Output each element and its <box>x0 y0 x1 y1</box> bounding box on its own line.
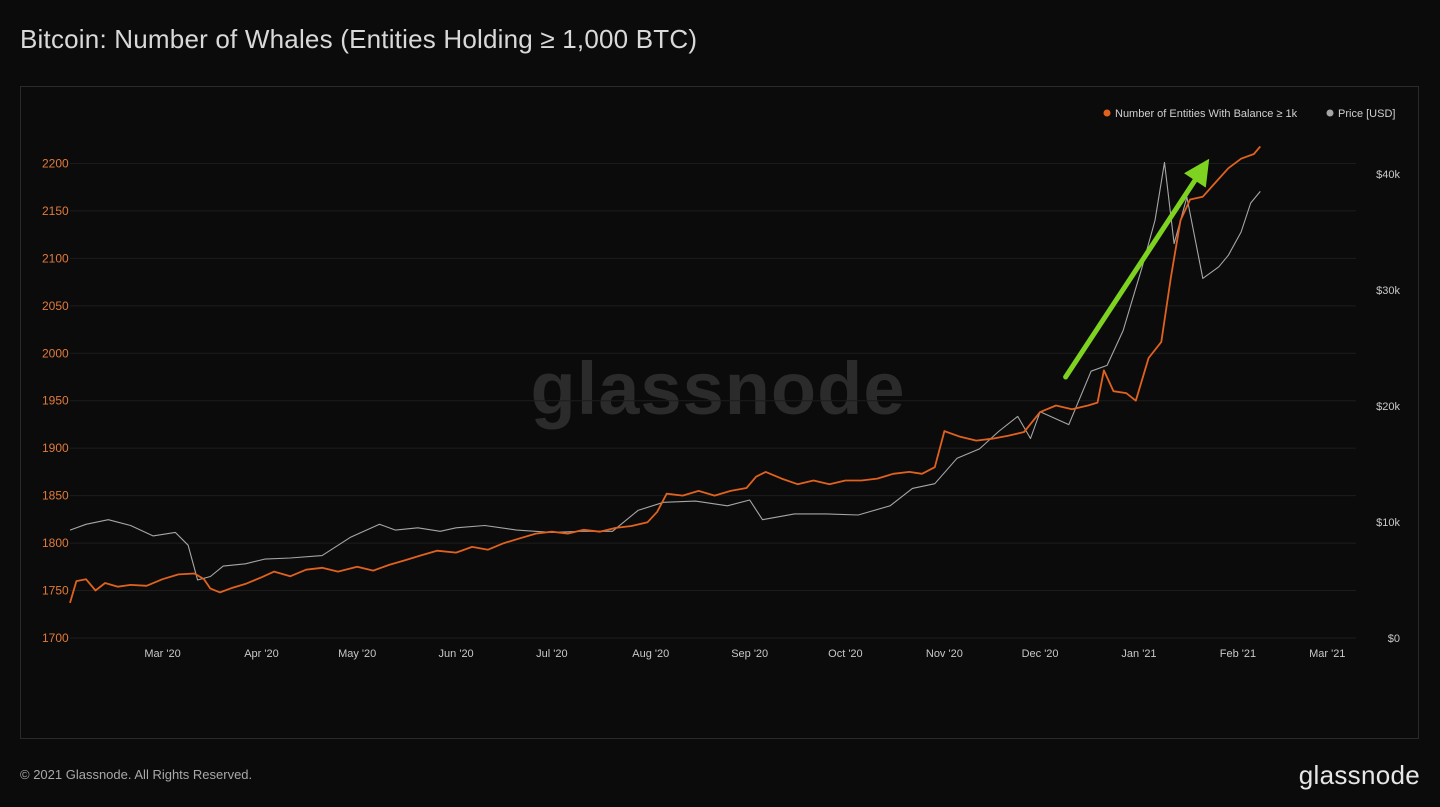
left-tick-label: 1800 <box>42 536 69 550</box>
right-tick-label: $20k <box>1376 401 1400 413</box>
left-tick-label: 2150 <box>42 204 69 218</box>
whales-series-layer <box>69 145 1261 604</box>
chart-frame <box>20 86 1419 739</box>
price-line <box>69 161 1261 581</box>
x-tick-label: Oct '20 <box>828 648 863 660</box>
left-tick-label: 1700 <box>42 631 69 645</box>
right-tick-label: $30k <box>1376 285 1400 297</box>
x-tick-label: Aug '20 <box>632 648 669 660</box>
legend: Number of Entities With Balance ≥ 1k Pri… <box>1103 108 1395 120</box>
x-tick-label: Mar '20 <box>144 648 180 660</box>
trend-arrow-head <box>1184 158 1210 188</box>
x-tick-label: Jun '20 <box>439 648 474 660</box>
legend-price-swatch <box>1326 109 1334 117</box>
x-axis: Mar '20 Apr '20 May '20 Jun '20 Jul '20 Aug '… <box>144 648 1345 660</box>
x-tick-label: Feb '21 <box>1220 648 1256 660</box>
left-tick-label: 2000 <box>42 346 69 360</box>
x-tick-label: May '20 <box>338 648 376 660</box>
left-tick-label: 2200 <box>42 156 69 170</box>
left-tick-label: 1900 <box>42 441 69 455</box>
x-tick-label: Jan '21 <box>1121 648 1156 660</box>
x-tick-label: Dec '20 <box>1022 648 1059 660</box>
right-tick-label: $0 <box>1388 633 1400 645</box>
left-axis: 1700 1750 1800 1850 1900 1950 2000 2050 2100 2150… <box>42 156 69 645</box>
left-tick-label: 1750 <box>42 584 69 598</box>
x-tick-label: Apr '20 <box>244 648 279 660</box>
right-tick-label: $40k <box>1376 169 1400 181</box>
whales-line <box>69 145 1261 604</box>
left-tick-label: 2050 <box>42 299 69 313</box>
x-tick-label: Nov '20 <box>926 648 963 660</box>
annotation-layer <box>1063 158 1210 380</box>
chart-title: Bitcoin: Number of Whales (Entities Hold… <box>20 24 698 54</box>
x-tick-label: Sep '20 <box>731 648 768 660</box>
legend-whales-swatch <box>1103 109 1111 117</box>
x-tick-label: Mar '21 <box>1309 648 1345 660</box>
right-axis: $0 $10k $20k $30k $40k <box>1376 169 1400 645</box>
price-series-layer <box>69 161 1261 581</box>
left-tick-label: 1850 <box>42 489 69 503</box>
legend-price-label[interactable]: Price [USD] <box>1338 108 1395 120</box>
right-tick-label: $10k <box>1376 517 1400 529</box>
legend-whales-label[interactable]: Number of Entities With Balance ≥ 1k <box>1115 108 1298 120</box>
x-tick-label: Jul '20 <box>536 648 567 660</box>
brand-logo: glassnode <box>1298 760 1420 790</box>
copyright: © 2021 Glassnode. All Rights Reserved. <box>20 767 253 782</box>
left-tick-label: 2100 <box>42 251 69 265</box>
watermark: glassnode <box>531 347 906 430</box>
trend-arrow-shaft <box>1063 177 1198 380</box>
left-tick-label: 1950 <box>42 394 69 408</box>
grid <box>70 162 1356 639</box>
